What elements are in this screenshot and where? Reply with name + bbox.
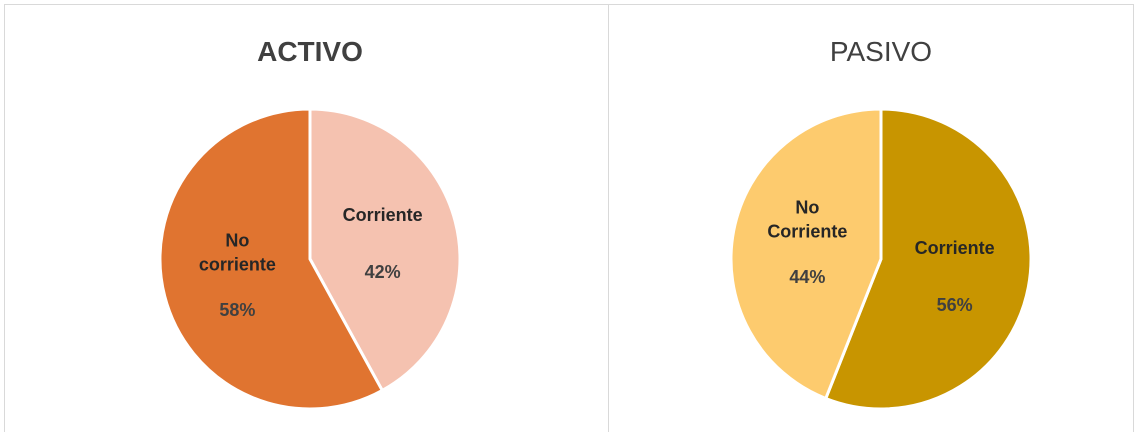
chart-title: PASIVO xyxy=(829,36,933,67)
pie-slice xyxy=(823,107,1033,411)
pie-slice xyxy=(308,107,462,393)
slice-label: Corriente xyxy=(914,237,995,258)
panel xyxy=(4,4,609,432)
slice-label: No corriente xyxy=(198,230,276,275)
slice-label: Corriente xyxy=(342,205,423,226)
data-label: 56% xyxy=(936,294,973,315)
data-label: 44% xyxy=(789,266,826,287)
pie-slice xyxy=(158,107,385,411)
chart-title: ACTIVO xyxy=(257,36,363,67)
data-label: 42% xyxy=(364,262,401,283)
pie-slice xyxy=(729,107,883,401)
slice-label: No Corriente xyxy=(767,197,848,242)
data-label: 58% xyxy=(219,299,256,320)
